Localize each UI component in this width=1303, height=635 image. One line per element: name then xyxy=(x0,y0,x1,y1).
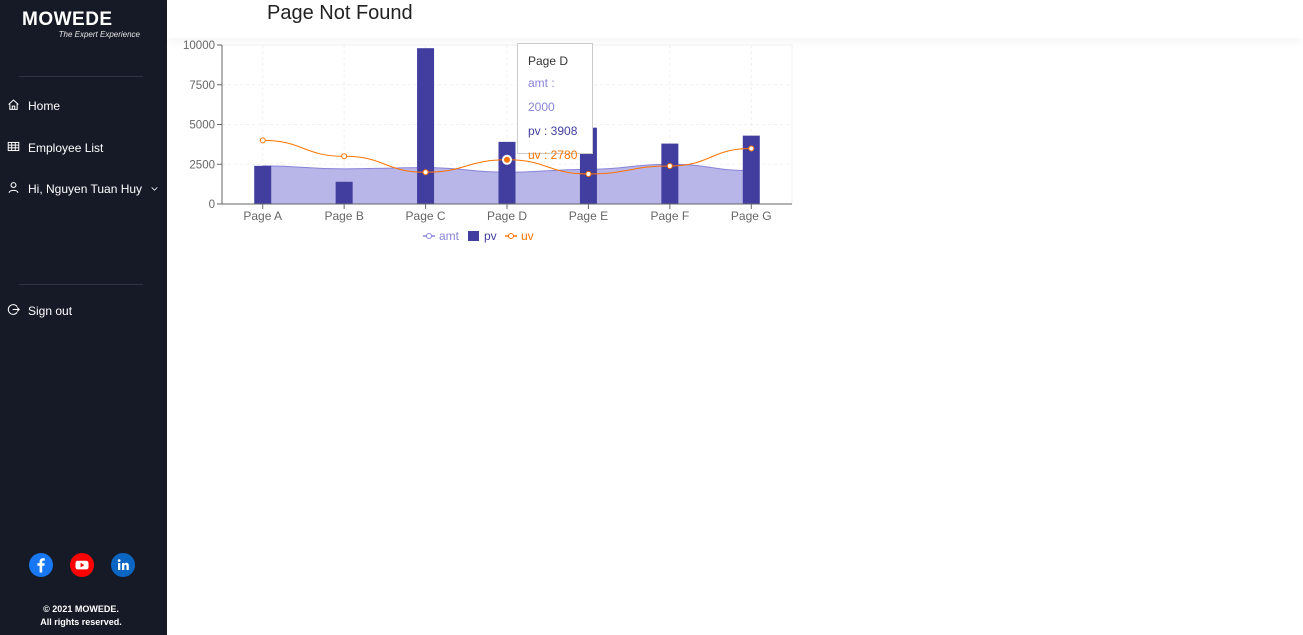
tooltip-uv: uv : 2780 xyxy=(528,148,578,162)
legend-pv-swatch xyxy=(468,231,479,241)
bar-pv xyxy=(335,181,353,204)
composed-chart: 0 2500 5000 7500 10000 Page A Page B Page C Page… xyxy=(167,38,807,258)
bar-pv xyxy=(498,141,516,204)
linkedin-icon[interactable] xyxy=(111,553,135,577)
point-uv xyxy=(585,170,592,177)
y-tick-label: 2500 xyxy=(189,159,215,171)
chevron-down-icon xyxy=(150,182,159,196)
legend-amt-marker xyxy=(426,233,432,239)
bar-pv xyxy=(742,135,760,204)
x-tick-label: Page C xyxy=(406,209,446,223)
youtube-icon[interactable] xyxy=(70,553,94,577)
chart-tooltip: Page D amt : 2000 pv : 3908 uv : 2780 xyxy=(517,43,593,162)
sidebar: MOWEDE The Expert Experience Home Employ… xyxy=(0,0,167,635)
bar-pv xyxy=(254,165,272,204)
copyright-line: © 2021 MOWEDE. xyxy=(43,604,119,614)
sidebar-item-label: Sign out xyxy=(28,304,73,318)
sidebar-item-label: Employee List xyxy=(28,141,104,155)
sidebar-item-label: Hi, Nguyen Tuan Huy xyxy=(28,182,143,196)
table-icon xyxy=(7,140,20,156)
sidebar-item-user-menu[interactable]: Hi, Nguyen Tuan Huy xyxy=(7,180,159,198)
page-title: Page Not Found xyxy=(267,2,413,24)
legend-uv-label: uv xyxy=(521,229,534,243)
y-tick-label: 10000 xyxy=(183,40,215,52)
y-tick-label: 7500 xyxy=(189,80,215,92)
user-icon xyxy=(7,181,20,197)
point-uv xyxy=(422,169,429,176)
top-header: Page Not Found xyxy=(167,0,1303,38)
sidebar-divider xyxy=(19,76,143,77)
sidebar-item-employee-list[interactable]: Employee List xyxy=(7,139,103,157)
point-uv xyxy=(748,145,755,152)
legend-uv-marker xyxy=(508,233,514,239)
sidebar-item-home[interactable]: Home xyxy=(7,97,60,115)
point-uv xyxy=(502,154,512,165)
sidebar-divider xyxy=(19,284,143,285)
legend-amt-label: amt xyxy=(439,229,460,243)
y-tick-label: 0 xyxy=(209,199,215,211)
bar-pv xyxy=(661,143,679,204)
bar-pv xyxy=(417,48,435,205)
brand-logo[interactable]: MOWEDE The Expert Experience xyxy=(22,10,142,40)
sidebar-item-label: Home xyxy=(28,99,61,113)
point-uv xyxy=(341,153,348,160)
copyright-line: All rights reserved. xyxy=(40,617,122,627)
tooltip-label: Page D xyxy=(528,54,569,68)
facebook-icon[interactable] xyxy=(29,553,53,577)
y-tick-label: 5000 xyxy=(189,120,215,132)
chart-svg: 0 2500 5000 7500 10000 Page A Page B Page C Page… xyxy=(183,40,793,243)
tooltip-amt: amt : 2000 xyxy=(528,76,555,114)
legend-pv-label: pv xyxy=(484,229,497,243)
x-tick-label: Page E xyxy=(569,209,608,223)
point-uv xyxy=(259,137,266,144)
copyright: © 2021 MOWEDE. All rights reserved. xyxy=(0,603,162,629)
social-links xyxy=(29,553,135,577)
x-tick-label: Page B xyxy=(324,209,363,223)
x-tick-label: Page D xyxy=(487,209,527,223)
tooltip-pv: pv : 3908 xyxy=(528,124,578,138)
sign-out-button[interactable]: Sign out xyxy=(7,302,72,320)
point-uv xyxy=(666,162,673,169)
x-tick-label: Page F xyxy=(651,209,690,223)
x-tick-label: Page A xyxy=(243,209,282,223)
brand-name: MOWEDE xyxy=(22,9,113,30)
logout-icon xyxy=(7,303,20,319)
brand-tagline: The Expert Experience xyxy=(58,30,140,39)
home-icon xyxy=(7,98,20,114)
x-tick-label: Page G xyxy=(731,209,772,223)
